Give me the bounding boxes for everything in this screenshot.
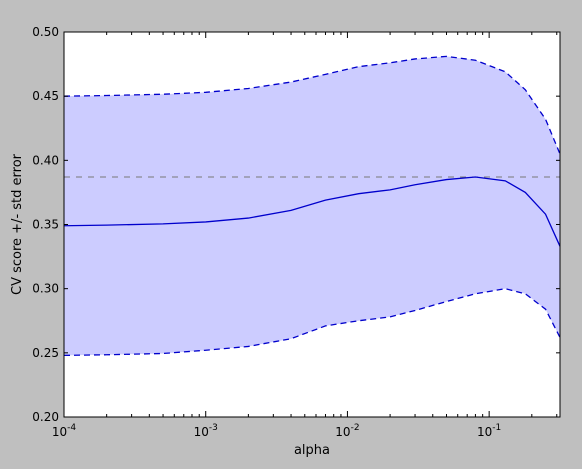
y-tick-label: 0.40 [32, 153, 59, 167]
x-tick-label: 10-3 [194, 423, 218, 439]
y-axis-label: CV score +/- std error [10, 153, 25, 295]
x-tick-label: 10-4 [52, 423, 77, 439]
y-tick-label: 0.20 [32, 410, 59, 424]
plot-layer [63, 55, 561, 357]
y-tick-label: 0.30 [32, 282, 59, 296]
x-tick-label: 10-2 [335, 423, 359, 439]
x-axis-label: alpha [294, 443, 330, 458]
y-tick-label: 0.25 [32, 346, 59, 360]
y-tick-label: 0.50 [32, 25, 59, 39]
mean-score-line [63, 176, 561, 247]
upper-std-line [63, 55, 561, 155]
std-error-band [64, 56, 560, 356]
x-tick-label: 10-1 [477, 423, 501, 439]
y-tick-label: 0.45 [32, 89, 59, 103]
ticks-layer: 0.20 0.25 0.30 0.35 0.40 0.45 0.50 10-4 10-3 10-2… [32, 25, 560, 439]
y-tick-label: 0.35 [32, 218, 59, 232]
lower-std-line [63, 288, 561, 357]
